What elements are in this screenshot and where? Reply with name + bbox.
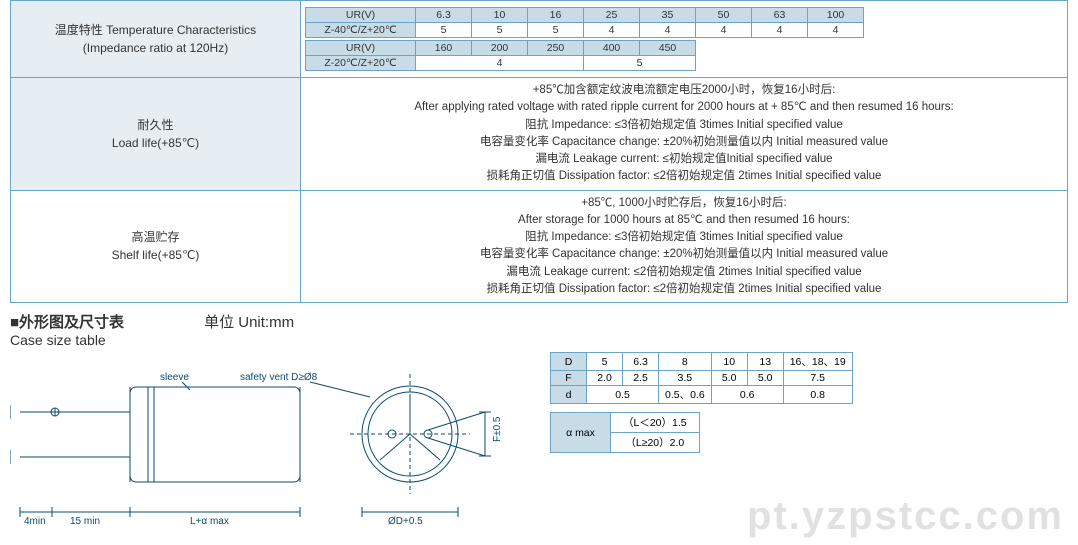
shelf-life-content: +85℃, 1000小时贮存后，恢复16小时后: After storage f… xyxy=(301,190,1068,303)
svg-text:F±0.5: F±0.5 xyxy=(492,416,503,442)
svg-text:ØD+0.5: ØD+0.5 xyxy=(388,516,423,527)
unit-label: 单位 Unit:mm xyxy=(204,311,294,332)
shelf-life-en: Shelf life(+85℃) xyxy=(15,246,296,264)
shelf-life-label: 高温贮存 Shelf life(+85℃) xyxy=(11,190,301,303)
case-size-cn: ■外形图及尺寸表 xyxy=(10,311,124,332)
load-life-content: +85℃加含额定纹波电流额定电压2000小时，恢复16小时后: After ap… xyxy=(301,78,1068,191)
ur-label-1: UR(V) xyxy=(306,8,416,23)
impedance-table-1: UR(V) 6.3 10 16 25 35 50 63 100 Z-40℃/Z+… xyxy=(305,7,864,38)
svg-text:L+α max: L+α max xyxy=(190,516,229,527)
alpha-table: α max （L＜20）1.5 （L≥20）2.0 xyxy=(550,412,700,453)
load-life-en: Load life(+85℃) xyxy=(15,134,296,152)
load-life-cn: 耐久性 xyxy=(15,116,296,134)
temp-char-content: UR(V) 6.3 10 16 25 35 50 63 100 Z-40℃/Z+… xyxy=(301,1,1068,78)
capacitor-diagram: sleeve safety vent D≥Ø8 4min 15 min L+α … xyxy=(10,352,530,532)
svg-text:safety vent D≥Ø8: safety vent D≥Ø8 xyxy=(240,372,318,383)
ur-label-2: UR(V) xyxy=(306,41,416,56)
svg-text:4min: 4min xyxy=(24,516,46,527)
dim-tables: D 5 6.3 8 10 13 16、18、19 F 2.0 2.5 3.5 5… xyxy=(550,352,853,453)
case-size-title: ■外形图及尺寸表 Case size table 单位 Unit:mm xyxy=(10,311,1068,348)
spec-table: 温度特性 Temperature Characteristics (Impeda… xyxy=(10,0,1068,303)
shelf-life-cn: 高温贮存 xyxy=(15,228,296,246)
load-life-label: 耐久性 Load life(+85℃) xyxy=(11,78,301,191)
impedance-table-2: UR(V) 160 200 250 400 450 Z-20℃/Z+20℃ 4 … xyxy=(305,40,696,71)
dim-table: D 5 6.3 8 10 13 16、18、19 F 2.0 2.5 3.5 5… xyxy=(550,352,853,404)
temp-char-en: (Impedance ratio at 120Hz) xyxy=(15,39,296,57)
sleeve-label: sleeve xyxy=(160,372,189,383)
svg-text:15 min: 15 min xyxy=(70,516,100,527)
temp-char-cn: 温度特性 Temperature Characteristics xyxy=(15,21,296,39)
z-label-2: Z-20℃/Z+20℃ xyxy=(306,56,416,71)
alpha-max-label: α max xyxy=(551,413,611,453)
case-size-en: Case size table xyxy=(10,332,124,348)
temp-char-label: 温度特性 Temperature Characteristics (Impeda… xyxy=(11,1,301,78)
z-label-1: Z-40℃/Z+20℃ xyxy=(306,23,416,38)
